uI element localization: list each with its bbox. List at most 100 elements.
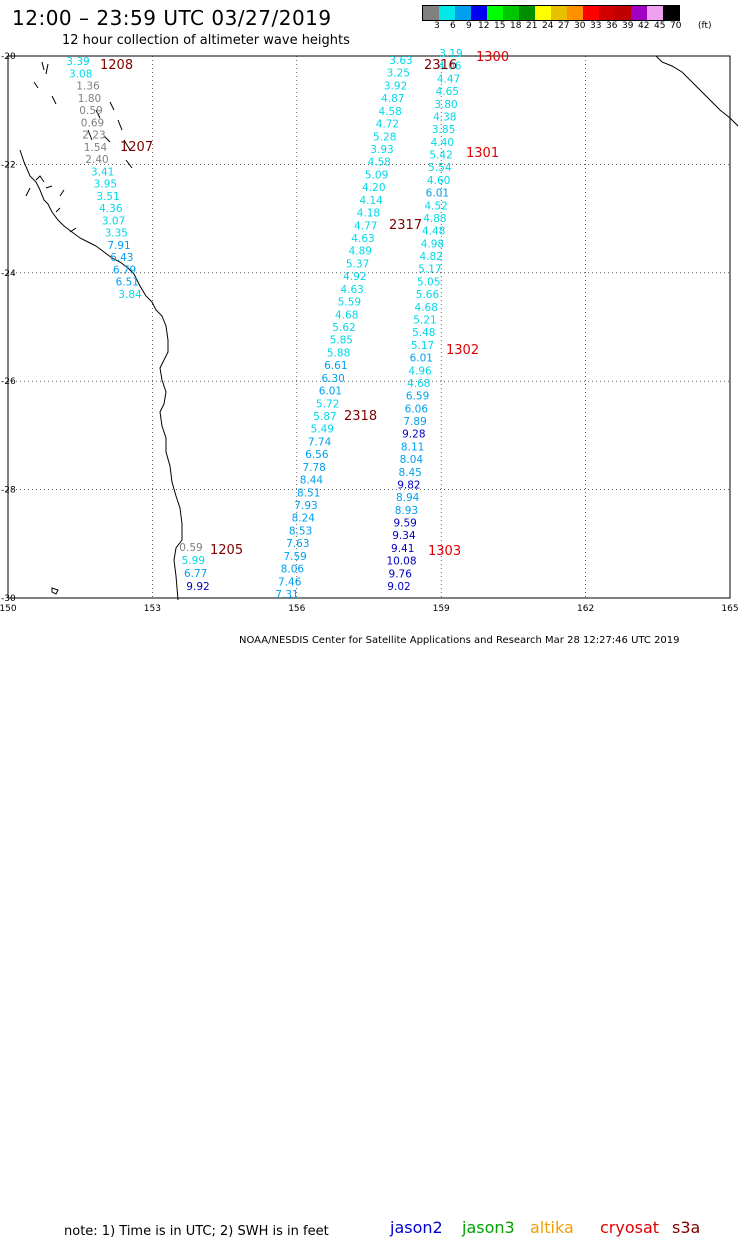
wave-height-label: 6.79 xyxy=(113,264,136,276)
wave-height-label: 6.30 xyxy=(321,373,344,385)
coastline-islands xyxy=(25,175,77,233)
wave-height-label: 5.59 xyxy=(338,297,361,309)
wave-height-label: 4.18 xyxy=(357,208,380,220)
wave-height-label: 4.68 xyxy=(335,309,358,321)
wave-height-label: 4.88 xyxy=(423,213,446,225)
wave-height-label: 4.98 xyxy=(421,238,444,250)
wave-height-label: 8.44 xyxy=(300,475,324,487)
colorbar-label: 3 xyxy=(434,21,440,31)
wave-height-label: 1.36 xyxy=(76,81,100,93)
lat-tick-label: -20 xyxy=(1,52,16,62)
wave-height-label: 5.17 xyxy=(411,340,434,352)
colorbar-swatch xyxy=(663,6,679,20)
wave-height-label: 7.59 xyxy=(283,551,306,563)
lat-tick-label: -30 xyxy=(1,594,16,604)
time-1303: 1303 xyxy=(428,544,461,559)
wave-height-label: 4.20 xyxy=(362,182,385,194)
colorbar-label: 15 xyxy=(494,21,506,31)
wave-height-label: 7.89 xyxy=(403,416,426,428)
wave-height-label: 3.51 xyxy=(96,191,119,203)
wave-height-label: 6.01 xyxy=(319,386,342,398)
island-small xyxy=(51,587,59,595)
legend-altika: altika xyxy=(530,1218,574,1237)
wave-height-label: 8.24 xyxy=(292,513,316,525)
wave-height-label: 4.40 xyxy=(431,137,454,149)
colorbar-labels: 3 6 9 12 15 18 21 24 27 30 33 36 39 42 45 70 (ft) xyxy=(422,21,740,33)
wave-height-label: 8.93 xyxy=(395,505,418,517)
wave-height-label: 9.59 xyxy=(393,518,416,530)
wave-height-label: 9.82 xyxy=(397,479,420,491)
legend-jason2: jason2 xyxy=(390,1218,443,1237)
wave-height-label: 4.96 xyxy=(408,365,432,377)
wave-height-label: 0.69 xyxy=(81,117,104,129)
wave-height-label: 6.01 xyxy=(426,188,449,200)
map-grid: 150 153 156 159 162 165 -20 -22 -24 -26 -28 -30 xyxy=(0,52,739,614)
wave-height-label: 8.53 xyxy=(289,525,312,537)
wave-height-label: 5.42 xyxy=(429,150,452,162)
time-1208: 1208 xyxy=(100,58,133,73)
wave-height-label: 5.28 xyxy=(373,131,396,143)
wave-height-label: 8.45 xyxy=(398,467,421,479)
wave-height-label: 9.34 xyxy=(392,530,416,542)
wave-height-label: 7.78 xyxy=(302,462,325,474)
track-1205: 0.595.996.779.92 xyxy=(179,542,209,593)
colorbar-swatch xyxy=(503,6,519,20)
wave-height-label: 4.63 xyxy=(351,233,374,245)
coastline xyxy=(19,55,739,601)
wave-height-label: 4.60 xyxy=(427,175,450,187)
lon-tick-label: 162 xyxy=(577,604,594,614)
wave-height-label: 3.80 xyxy=(434,99,457,111)
lat-tick-label: -24 xyxy=(1,269,16,279)
time-labels: 1208 1207 2316 1300 1301 2317 1302 2318 1205 1303 xyxy=(100,50,509,559)
wave-height-label: 4.89 xyxy=(349,246,372,258)
wave-height-label: 8.11 xyxy=(401,441,424,453)
track-1300: 3.194.064.474.653.804.383.854.405.425.54… xyxy=(386,48,462,593)
wave-height-label: 9.02 xyxy=(387,581,410,593)
colorbar-swatch xyxy=(551,6,567,20)
lon-tick-label: 165 xyxy=(721,604,738,614)
wave-height-label: 8.06 xyxy=(281,564,305,576)
wave-height-label: 7.93 xyxy=(294,500,317,512)
wave-height-label: 4.87 xyxy=(381,93,404,105)
wave-height-label: 5.49 xyxy=(311,424,334,436)
wave-height-label: 5.48 xyxy=(412,327,435,339)
lon-tick-label: 159 xyxy=(433,604,450,614)
colorbar xyxy=(422,5,680,21)
wave-height-label: 5.37 xyxy=(346,258,369,270)
colorbar-swatch xyxy=(471,6,487,20)
wave-height-label: 4.77 xyxy=(354,220,377,232)
colorbar-label: 45 xyxy=(654,21,666,31)
wave-height-label: 6.51 xyxy=(116,277,139,289)
altimeter-tracks: 3.393.081.361.800.590.692.231.542.403.41… xyxy=(66,48,462,601)
colorbar-label: 70 xyxy=(670,21,682,31)
wave-height-label: 3.93 xyxy=(370,144,393,156)
wave-height-label: 3.08 xyxy=(69,68,92,80)
wave-height-label: 3.07 xyxy=(102,215,125,227)
time-1302: 1302 xyxy=(446,343,479,358)
coastline-mainland xyxy=(19,149,183,601)
colorbar-swatch xyxy=(647,6,663,20)
map-frame xyxy=(7,55,731,599)
coastline-reef xyxy=(33,61,133,169)
wave-height-label: 4.82 xyxy=(419,251,442,263)
wave-height-label: 6.59 xyxy=(406,391,429,403)
wave-height-label: 7.63 xyxy=(286,538,309,550)
wave-height-label: 6.77 xyxy=(184,568,207,580)
colorbar-swatch xyxy=(439,6,455,20)
lat-tick-label: -26 xyxy=(1,377,16,387)
wave-height-label: 9.28 xyxy=(402,429,425,441)
lat-tick-label: -22 xyxy=(1,160,16,170)
colorbar-label: 30 xyxy=(574,21,586,31)
credit-line: NOAA/NESDIS Center for Satellite Applica… xyxy=(239,635,680,646)
colorbar-unit: (ft) xyxy=(698,21,712,31)
legend-bar: note: 1) Time is in UTC; 2) SWH is in fe… xyxy=(0,611,740,1239)
time-2318: 2318 xyxy=(344,409,377,424)
footer-note: note: 1) Time is in UTC; 2) SWH is in fe… xyxy=(64,1224,329,1239)
wave-height-label: 0.59 xyxy=(179,542,202,554)
colorbar-label: 9 xyxy=(466,21,472,31)
wave-height-label: 0.59 xyxy=(79,105,102,117)
wave-height-label: 5.99 xyxy=(182,555,205,567)
wave-height-label: 3.25 xyxy=(387,68,410,80)
wave-height-label: 5.87 xyxy=(313,411,336,423)
time-1205: 1205 xyxy=(210,543,243,558)
